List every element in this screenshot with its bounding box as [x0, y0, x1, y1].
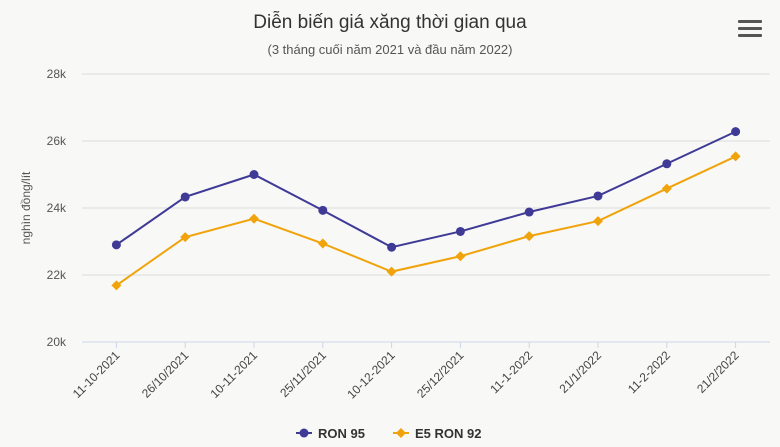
data-point[interactable] [317, 238, 328, 249]
x-tick-label: 10-12-2021 [344, 348, 398, 402]
y-tick-label: 20k [47, 335, 67, 349]
data-point[interactable] [455, 251, 466, 262]
series-0 [111, 127, 741, 252]
data-point[interactable] [180, 232, 191, 243]
y-axis-label: nghìn đồng/lít [19, 171, 33, 244]
data-point[interactable] [661, 183, 672, 194]
chart-menu-icon[interactable] [738, 20, 762, 40]
data-point[interactable] [318, 205, 328, 215]
x-tick-label: 21/1/2022 [556, 348, 604, 396]
x-tick-label: 11-1-2022 [487, 348, 535, 396]
data-point[interactable] [730, 151, 741, 162]
x-tick-label: 25/12/2021 [414, 348, 467, 401]
x-tick-label: 26/10/2021 [139, 348, 192, 401]
data-point[interactable] [455, 226, 465, 236]
legend-label: RON 95 [318, 426, 365, 441]
grid-lines [82, 73, 770, 343]
y-tick-label: 28k [47, 67, 67, 81]
data-point[interactable] [111, 280, 122, 291]
data-point[interactable] [249, 213, 259, 224]
data-point[interactable] [662, 159, 672, 169]
data-point[interactable] [111, 240, 121, 250]
y-tick-label: 26k [47, 134, 67, 148]
chart-subtitle: (3 tháng cuối năm 2021 và đầu năm 2022) [267, 42, 513, 57]
legend: RON 95 E5 RON 92 [296, 426, 481, 441]
data-point[interactable] [524, 207, 534, 217]
x-tick-label: 11-10-2021 [70, 348, 123, 401]
data-point[interactable] [593, 216, 603, 227]
data-point[interactable] [180, 192, 190, 202]
y-tick-label: 24k [47, 201, 67, 215]
x-tick-label: 10-11-2021 [207, 348, 260, 401]
legend-label: E5 RON 92 [415, 426, 481, 441]
series-line [115, 155, 737, 287]
data-point[interactable] [524, 231, 535, 242]
y-axis-ticks: 20k 22k 24k 26k 28k [47, 67, 67, 349]
data-point[interactable] [731, 127, 741, 137]
data-point[interactable] [593, 191, 603, 201]
series-1 [111, 151, 741, 291]
x-tick-label: 25/11/2021 [277, 348, 329, 400]
series-group [111, 127, 741, 291]
legend-item[interactable]: E5 RON 92 [392, 426, 481, 441]
x-tick-label: 11-2-2022 [625, 348, 673, 396]
x-axis-ticks: 11-10-2021 26/10/2021 10-11-2021 25/11/2021… [70, 341, 770, 402]
data-point[interactable] [249, 170, 259, 179]
series-line [115, 130, 737, 249]
x-tick-label: 21/2/2022 [694, 348, 742, 396]
chart-title: Diễn biến giá xăng thời gian qua [253, 12, 527, 33]
data-point[interactable] [387, 242, 397, 252]
data-point[interactable] [386, 266, 397, 277]
legend-item[interactable]: RON 95 [296, 426, 365, 441]
y-tick-label: 22k [47, 268, 67, 282]
